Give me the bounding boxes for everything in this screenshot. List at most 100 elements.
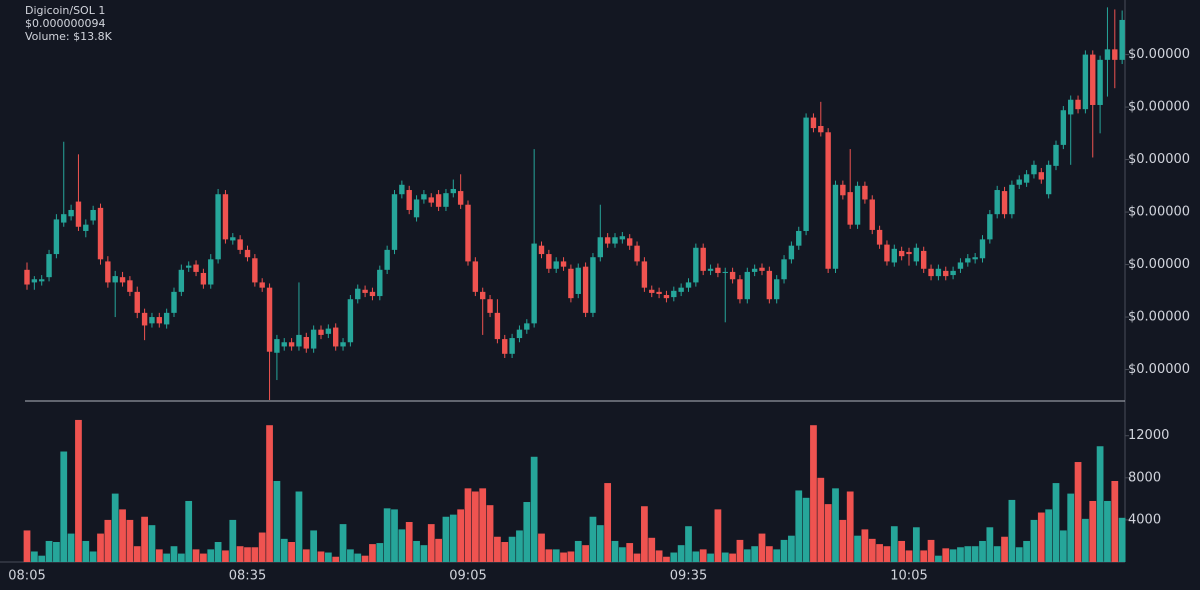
volume-bar	[148, 525, 156, 562]
candle-body	[722, 271, 728, 273]
candle-body	[972, 257, 978, 260]
candle-body	[281, 342, 287, 347]
y-tick-label: $0.00000	[1128, 362, 1190, 377]
candle-body	[347, 299, 354, 343]
candle-body	[1060, 110, 1067, 145]
volume-bar	[67, 533, 75, 562]
candle-body	[450, 188, 456, 194]
volume-bar	[795, 490, 803, 562]
candle-body	[1053, 144, 1059, 166]
volume-bar	[405, 522, 413, 562]
legend: Digicoin/SOL 1 $0.000000094 Volume: $13.…	[25, 4, 113, 43]
volume-bar	[464, 488, 472, 562]
volume-bar	[508, 536, 516, 562]
candle-body	[693, 247, 699, 283]
candle-body	[377, 269, 383, 297]
volume-bar	[714, 509, 722, 562]
candle-body	[1001, 191, 1008, 215]
candle-body	[39, 279, 45, 282]
volume-bar	[427, 524, 435, 562]
candle-body	[355, 288, 361, 300]
volume-bar	[1059, 530, 1067, 562]
candle-body	[950, 270, 956, 276]
candle-body	[1104, 49, 1111, 60]
candle-body	[678, 287, 684, 292]
volume-bar	[574, 540, 582, 562]
candle-body	[31, 279, 38, 283]
volume-bar	[1030, 519, 1038, 562]
candle-body	[24, 269, 30, 285]
volume-bar	[1074, 462, 1082, 562]
candle-body	[921, 250, 927, 269]
candle-body	[46, 254, 52, 278]
candle-body	[310, 329, 317, 349]
y-tick-label: $0.00000	[1128, 100, 1190, 115]
candle-body	[943, 270, 949, 277]
candle-body	[531, 243, 537, 324]
pair-title: Digicoin/SOL 1	[25, 4, 105, 17]
candle-body	[729, 271, 736, 280]
candle-body	[457, 191, 464, 205]
volume-bar	[1082, 518, 1089, 562]
volume-bar	[97, 533, 104, 562]
candle-body	[928, 268, 934, 277]
volume-bar	[302, 549, 310, 562]
volume-bar	[479, 488, 487, 562]
volume-bar	[369, 544, 376, 562]
x-tick-label: 09:35	[670, 569, 707, 584]
y-tick-label: $0.00000	[1128, 257, 1190, 272]
volume-bar	[45, 540, 53, 562]
volume-bar	[324, 552, 332, 562]
candle-body	[83, 224, 89, 231]
candle-body	[399, 184, 405, 195]
volume-bar	[699, 549, 707, 562]
candle-body	[443, 193, 449, 207]
volume-bar	[861, 529, 869, 562]
candle-body	[421, 194, 427, 200]
candle-body	[656, 291, 662, 294]
candle-body	[230, 237, 236, 241]
volume-bar	[949, 549, 957, 562]
candle-body	[1119, 19, 1125, 60]
volume-bar	[1104, 500, 1111, 562]
volume-bar	[111, 493, 119, 562]
volume-bar	[207, 549, 215, 562]
candle-body	[369, 291, 376, 297]
volume-bar	[1089, 500, 1097, 562]
volume-bar	[23, 530, 31, 562]
volume-bar	[589, 516, 597, 562]
y-tick-label: $0.00000	[1128, 205, 1190, 220]
volume-bar	[677, 545, 685, 562]
candle-body	[296, 334, 302, 347]
candle-body	[818, 125, 824, 133]
volume-bar	[104, 519, 112, 562]
candle-body	[568, 268, 574, 299]
candle-body	[141, 312, 148, 326]
candle-body	[222, 194, 229, 240]
y-tick-label: $0.00000	[1128, 152, 1190, 167]
candle-body	[766, 270, 773, 300]
candle-body	[876, 229, 883, 245]
volume-bar	[912, 527, 920, 562]
candle-body	[186, 265, 192, 268]
volume-bar	[765, 546, 773, 562]
candle-body	[987, 214, 993, 240]
volume-bar	[1045, 509, 1053, 562]
volume-bar	[486, 505, 494, 562]
volume-bar	[192, 549, 200, 562]
candle-body	[1009, 184, 1015, 215]
candle-body	[524, 323, 530, 330]
volume-bar	[163, 553, 171, 562]
candle-body	[627, 238, 633, 246]
candle-body	[53, 219, 60, 255]
volume-bar	[258, 532, 266, 562]
volume-bar	[641, 506, 648, 562]
volume-bar	[60, 451, 68, 562]
candle-body	[215, 194, 221, 260]
candle-body	[847, 192, 853, 225]
candle-body	[193, 264, 199, 272]
candle-body	[840, 184, 846, 196]
candle-body	[862, 185, 868, 200]
volume-bar	[817, 477, 825, 562]
candle-body	[325, 328, 332, 334]
